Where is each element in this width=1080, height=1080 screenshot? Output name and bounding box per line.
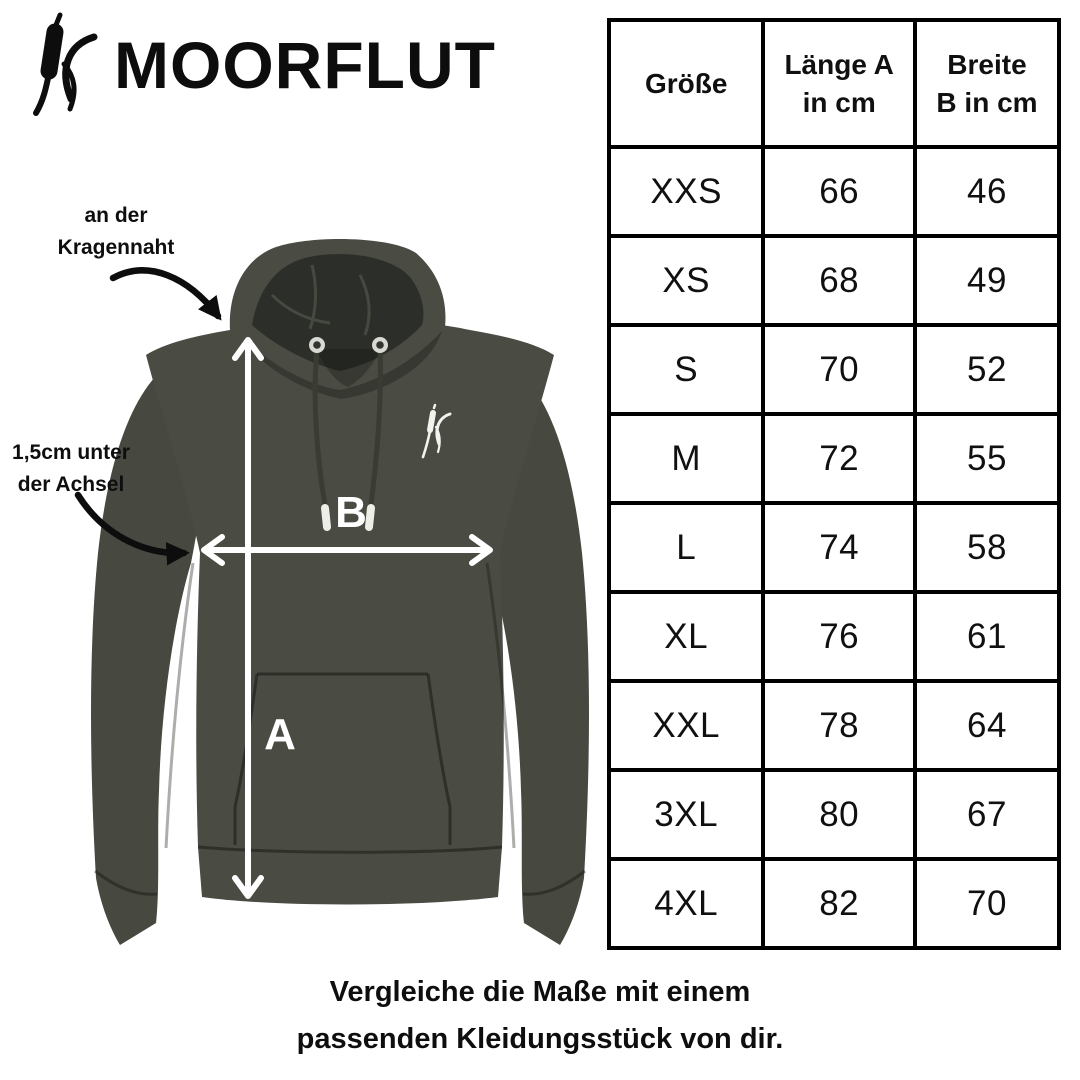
- width-cell: 70: [912, 857, 1062, 950]
- table-row: L 74 58: [606, 501, 1062, 594]
- hoodie-hem: [197, 845, 503, 905]
- header-length: Länge A in cm: [761, 18, 917, 149]
- table-row: M 72 55: [606, 412, 1062, 505]
- length-cell: 74: [761, 501, 917, 594]
- width-cell: 46: [912, 145, 1062, 238]
- width-cell: 52: [912, 323, 1062, 416]
- hoodie-body: [146, 319, 554, 849]
- size-cell: S: [606, 323, 766, 416]
- length-cell: 78: [761, 679, 917, 772]
- size-table: Größe Länge A in cm Breite B in cm XXS 6…: [606, 18, 1062, 950]
- cattail-icon: [33, 12, 98, 116]
- chest-logo-cattail-icon: [421, 403, 452, 459]
- size-cell: XXL: [606, 679, 766, 772]
- armpit-note: 1,5cm unter der Achsel: [12, 441, 130, 496]
- caption-text: Vergleiche die Maße mit einem passenden …: [296, 976, 784, 1055]
- table-row: XXS 66 46: [606, 145, 1062, 238]
- table-row: 3XL 80 67: [606, 768, 1062, 861]
- table-row: XXL 78 64: [606, 679, 1062, 772]
- table-row: 4XL 82 70: [606, 857, 1062, 950]
- width-cell: 61: [912, 590, 1062, 683]
- table-row: XL 76 61: [606, 590, 1062, 683]
- width-label: B: [335, 488, 367, 537]
- size-cell: 3XL: [606, 768, 766, 861]
- header-size: Größe: [606, 18, 766, 149]
- width-cell: 64: [912, 679, 1062, 772]
- collar-note-arrow: [109, 267, 222, 321]
- collar-note: an der Kragennaht: [57, 204, 175, 259]
- table-row: XS 68 49: [606, 234, 1062, 327]
- width-cell: 49: [912, 234, 1062, 327]
- header-width: Breite B in cm: [912, 18, 1062, 149]
- length-cell: 72: [761, 412, 917, 505]
- brand-logo: MOORFLUT: [20, 6, 496, 118]
- armpit-note-arrow: [74, 491, 190, 566]
- size-cell: XXS: [606, 145, 766, 238]
- length-cell: 66: [761, 145, 917, 238]
- collar-shadow: [240, 331, 442, 399]
- width-cell: 67: [912, 768, 1062, 861]
- width-cell: 58: [912, 501, 1062, 594]
- length-cell: 82: [761, 857, 917, 950]
- length-arrow: [232, 337, 264, 899]
- length-cell: 70: [761, 323, 917, 416]
- size-cell: XS: [606, 234, 766, 327]
- width-arrow: [201, 534, 493, 566]
- table-row: S 70 52: [606, 323, 1062, 416]
- size-cell: L: [606, 501, 766, 594]
- aglet: [321, 504, 375, 531]
- length-label: A: [264, 710, 296, 759]
- drawstrings: [309, 337, 388, 531]
- hoodie-illustration: A B: [74, 238, 589, 945]
- size-cell: M: [606, 412, 766, 505]
- length-cell: 80: [761, 768, 917, 861]
- length-cell: 76: [761, 590, 917, 683]
- size-cell: XL: [606, 590, 766, 683]
- width-cell: 55: [912, 412, 1062, 505]
- size-table-header-row: Größe Länge A in cm Breite B in cm: [606, 18, 1062, 149]
- length-cell: 68: [761, 234, 917, 327]
- collar-v: [316, 349, 381, 387]
- size-cell: 4XL: [606, 857, 766, 950]
- brand-wordmark: MOORFLUT: [114, 28, 496, 102]
